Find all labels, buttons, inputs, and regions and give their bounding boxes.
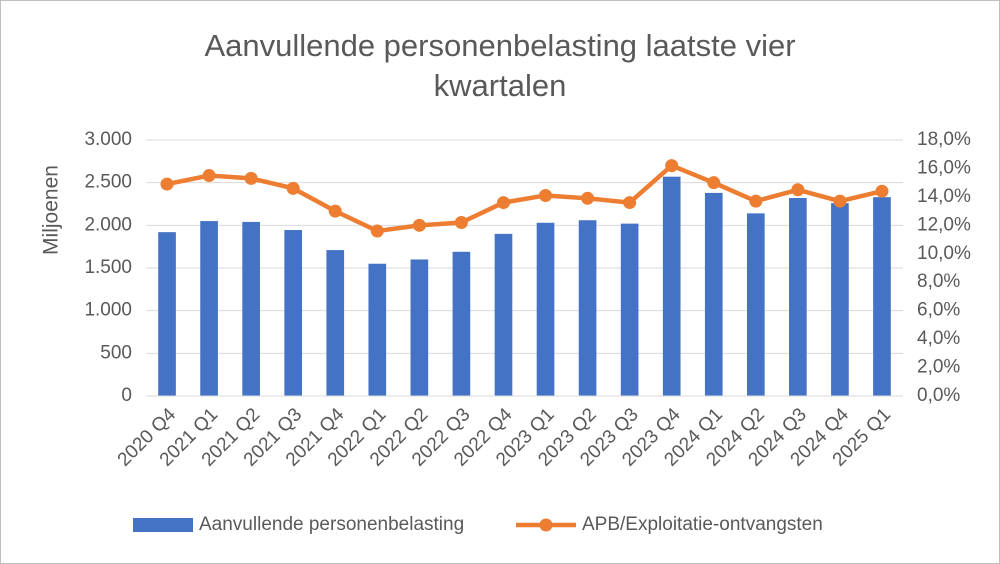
bar xyxy=(873,197,891,396)
bar xyxy=(242,221,260,396)
line-marker xyxy=(496,196,510,210)
line-marker xyxy=(875,184,889,198)
bar xyxy=(831,203,849,396)
y2-tick-label: 10,0% xyxy=(917,243,971,264)
line-marker xyxy=(665,159,679,173)
y2-tick-label: 6,0% xyxy=(917,300,960,321)
legend-marker xyxy=(539,518,553,532)
bar xyxy=(746,213,765,396)
line xyxy=(166,163,883,234)
y-tick-label: 3.000 xyxy=(84,129,132,150)
line-marker xyxy=(623,196,637,210)
line-marker xyxy=(707,176,721,190)
y-tick-label: 2.500 xyxy=(84,172,132,193)
line-marker xyxy=(328,204,342,218)
line-marker xyxy=(202,169,216,183)
line-marker xyxy=(749,194,763,208)
y-axis-label: Miljoenen xyxy=(40,165,63,255)
legend-swatch xyxy=(133,518,193,532)
bar xyxy=(158,232,176,396)
bar xyxy=(536,222,555,396)
y2-tick-label: 12,0% xyxy=(917,214,971,235)
chart-title: Aanvullende personenbelasting laatste vi… xyxy=(204,28,796,103)
line-marker xyxy=(370,224,384,238)
y2-tick-label: 8,0% xyxy=(917,271,960,292)
y-tick-label: 1.000 xyxy=(84,300,132,321)
bar xyxy=(662,176,681,396)
y2-tick-label: 2,0% xyxy=(917,357,960,378)
line-marker xyxy=(581,191,595,205)
y2-tick-label: 0,0% xyxy=(917,385,960,406)
line-marker xyxy=(286,181,300,195)
bar xyxy=(410,259,429,396)
y-tick-label: 2.000 xyxy=(84,214,132,235)
bar xyxy=(578,220,597,396)
y-tick-label: 500 xyxy=(100,342,132,363)
line-marker xyxy=(412,218,426,232)
line-marker xyxy=(833,194,847,208)
line-marker xyxy=(454,215,468,229)
y-tick-label: 0 xyxy=(121,385,132,406)
bar xyxy=(200,221,218,396)
line-marker xyxy=(539,188,553,202)
bar xyxy=(284,230,303,396)
line-marker xyxy=(791,183,805,197)
bar xyxy=(452,251,471,396)
y2-tick-label: 4,0% xyxy=(917,328,960,349)
bar xyxy=(326,250,345,396)
line-marker xyxy=(244,171,258,185)
legend-label: APB/Exploitatie-ontvangsten xyxy=(582,514,823,535)
line-marker xyxy=(160,177,174,191)
bar xyxy=(789,198,807,396)
y2-tick-label: 14,0% xyxy=(917,186,971,207)
bar xyxy=(704,192,723,396)
y2-tick-label: 16,0% xyxy=(917,157,971,178)
y-tick-label: 1.500 xyxy=(84,257,132,278)
bar xyxy=(494,233,513,396)
legend-label: Aanvullende personenbelasting xyxy=(199,514,464,535)
bar xyxy=(368,263,387,396)
y2-tick-label: 18,0% xyxy=(917,129,971,150)
bar xyxy=(620,223,639,396)
